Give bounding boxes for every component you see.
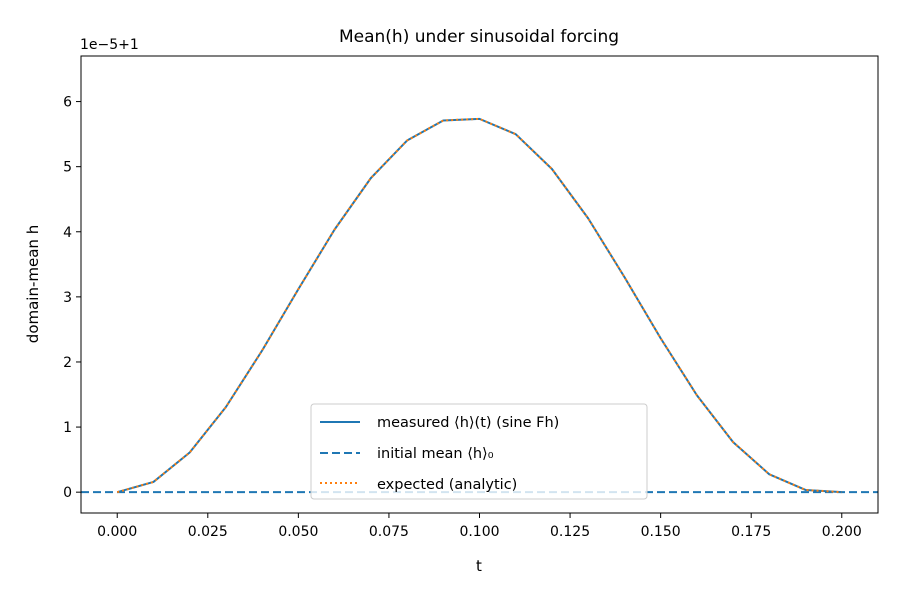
y-offset-label: 1e−5+1: [80, 37, 139, 53]
series-expected-line: [116, 117, 842, 494]
x-tick-label: 0.200: [822, 524, 862, 540]
chart-title: Mean(h) under sinusoidal forcing: [339, 27, 619, 47]
y-tick-label: 3: [63, 290, 72, 306]
plot-area-frame: [80, 55, 879, 514]
y-axis-label: domain-mean h: [24, 225, 42, 343]
x-tick-label: 0.150: [641, 524, 681, 540]
y-tick-label: 0: [63, 485, 72, 501]
y-tick-label: 5: [63, 160, 72, 176]
x-tick-label: 0.025: [188, 524, 228, 540]
x-tick-label: 0.075: [369, 524, 409, 540]
y-tick-label: 1: [63, 420, 72, 436]
x-ticks: 0.000 0.025 0.050 0.075 0.100 0.125 0.150 0.175…: [97, 513, 862, 540]
y-tick-label: 4: [63, 225, 72, 241]
x-tick-label: 0.125: [550, 524, 590, 540]
y-tick-label: 6: [63, 95, 72, 111]
x-tick-label: 0.000: [97, 524, 137, 540]
x-tick-label: 0.175: [731, 524, 771, 540]
legend-box: [310, 403, 648, 500]
x-tick-label: 0.100: [459, 524, 499, 540]
legend: measured ⟨h⟩(t) (sine Fh) initial mean ⟨…: [310, 403, 648, 500]
legend-label-initial-mean: initial mean ⟨h⟩₀: [377, 446, 494, 462]
y-tick-label: 2: [63, 355, 72, 371]
legend-label-measured: measured ⟨h⟩(t) (sine Fh): [377, 415, 559, 431]
x-tick-label: 0.050: [278, 524, 318, 540]
y-ticks: 0 1 2 3 4 5 6: [63, 95, 81, 501]
legend-label-expected: expected (analytic): [377, 477, 517, 493]
x-axis-label: t: [476, 557, 482, 575]
